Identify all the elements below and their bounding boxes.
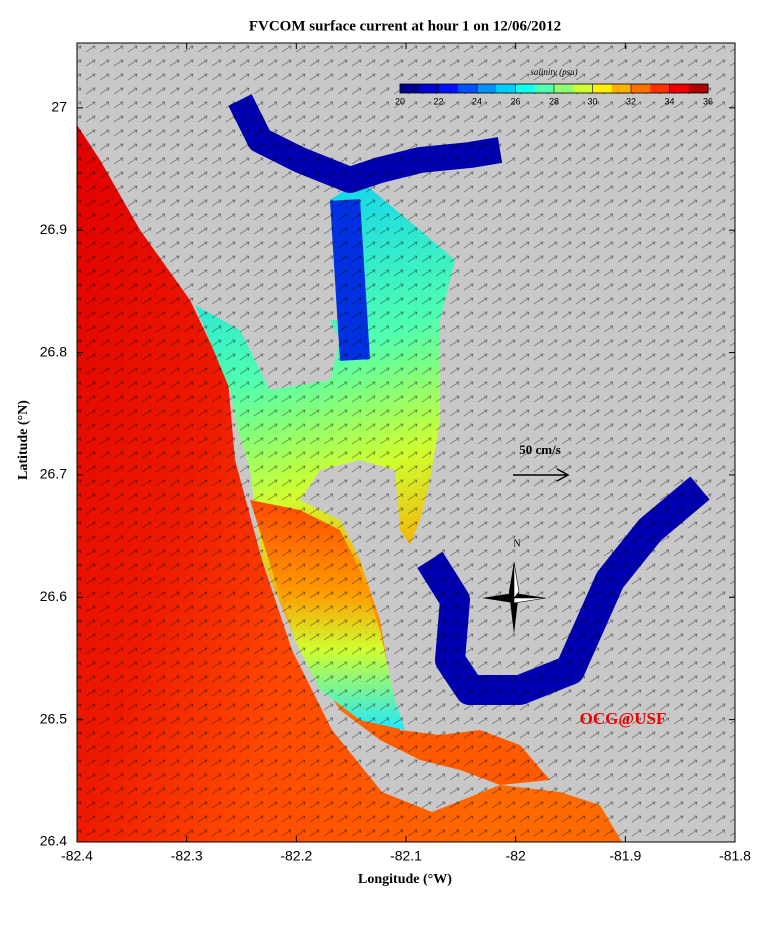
y-tick-label: 26.8: [40, 343, 67, 359]
colorbar-tick-label: 24: [472, 96, 482, 106]
y-tick-label: 26.9: [40, 221, 67, 237]
colorbar-swatch: [650, 84, 670, 93]
x-tick-label: -82.4: [61, 848, 93, 864]
x-tick-label: -82: [506, 848, 526, 864]
colorbar-swatch: [400, 84, 420, 93]
colorbar-swatch: [573, 84, 593, 93]
y-tick-label: 27: [51, 99, 67, 115]
y-tick-label: 26.6: [40, 588, 67, 604]
colorbar-swatch: [477, 84, 497, 93]
scale-label: 50 cm/s: [519, 442, 561, 457]
y-tick-label: 26.4: [40, 833, 67, 849]
colorbar-swatch: [688, 84, 709, 93]
colorbar-swatch: [419, 84, 439, 93]
colorbar-tick-label: 20: [395, 96, 405, 106]
colorbar-swatch: [631, 84, 651, 93]
colorbar-swatch: [515, 84, 536, 93]
title: FVCOM surface current at hour 1 on 12/06…: [249, 18, 561, 34]
colorbar-swatch: [534, 84, 555, 93]
colorbar-tick-label: 30: [587, 96, 597, 106]
credit: OCG@USF: [580, 709, 667, 728]
compass-label: N: [513, 538, 520, 549]
colorbar-tick-label: 36: [703, 96, 713, 106]
colorbar-label: salinity (psu): [530, 67, 577, 77]
x-tick-label: -81.9: [609, 848, 641, 864]
colorbar-tick-label: 32: [626, 96, 636, 106]
colorbar-tick-label: 28: [549, 96, 559, 106]
x-tick-label: -82.3: [171, 848, 203, 864]
scale-arrow: [513, 468, 570, 482]
y-tick-label: 26.7: [40, 466, 67, 482]
colorbar-swatch: [554, 84, 574, 93]
colorbar-swatch: [457, 84, 478, 93]
compass-rose: [482, 561, 547, 634]
colorbar-tick-label: 34: [664, 96, 674, 106]
x-axis-label: Longitude (°W): [358, 872, 452, 887]
x-tick-label: -82.1: [390, 848, 422, 864]
colorbar-swatch: [438, 84, 459, 93]
current-vectors: [77, 43, 735, 842]
colorbar-swatch: [496, 84, 516, 93]
colorbar-swatch: [669, 84, 690, 93]
colorbar-swatch: [592, 84, 613, 93]
colorbar-swatch: [611, 84, 632, 93]
colorbar-tick-label: 22: [433, 96, 443, 106]
x-tick-label: -82.2: [280, 848, 312, 864]
y-axis-label: Latitude (°N): [16, 400, 31, 480]
y-tick-label: 26.5: [40, 710, 67, 726]
x-tick-label: -81.8: [719, 848, 751, 864]
colorbar-tick-label: 26: [510, 96, 520, 106]
